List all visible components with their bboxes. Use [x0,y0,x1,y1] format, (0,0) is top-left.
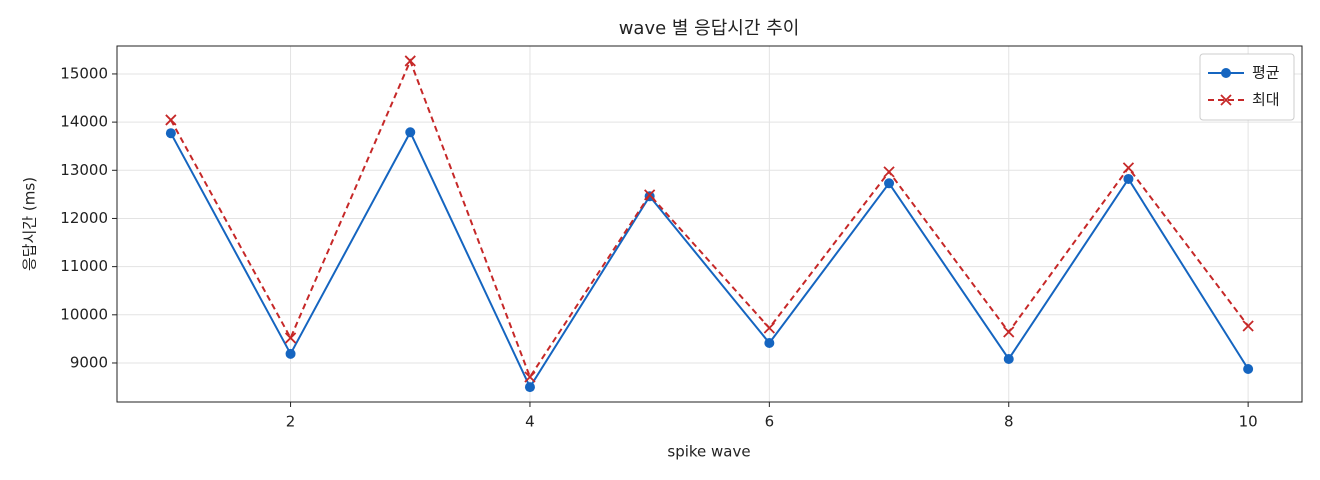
point [883,166,895,178]
point [284,332,297,344]
legend-label: 최대 [1252,91,1280,109]
point [524,371,536,383]
point [165,114,177,126]
y-axis-label: 응답시간 (ms) [21,177,39,271]
point [1003,326,1015,338]
line [169,130,1249,390]
legend-marker [1220,94,1232,106]
y-tick-label: 14000 [60,113,108,131]
y-tick-label: 15000 [60,64,108,82]
point [165,128,176,139]
x-tick-label: 8 [1004,413,1014,431]
chart-title: wave 별 응답시간 추이 [619,18,800,39]
legend-box [1199,53,1295,121]
point [1003,353,1014,364]
y-tick-label: 10000 [60,305,108,323]
x-axis-label: spike wave [667,443,750,461]
point [644,189,656,201]
y-tick-label: 11000 [60,257,108,275]
x-tick-label: 6 [765,413,775,431]
x-tick-label: 10 [1239,413,1258,431]
legend-marker [1221,68,1231,78]
point [884,178,895,189]
point [404,55,416,67]
y-tick-label: 9000 [70,353,108,371]
point [285,348,296,359]
point [763,322,775,334]
x-tick-label: 4 [525,413,535,431]
line [169,58,1249,380]
y-tick-label: 13000 [60,161,108,179]
point [1242,320,1254,332]
point [405,127,416,138]
y-tick-label: 12000 [60,209,108,227]
x-tick-label: 2 [286,413,296,431]
point [1122,162,1135,174]
point [1243,364,1254,375]
legend-label: 평균 [1252,64,1280,82]
point [1123,173,1134,184]
point [524,382,535,393]
point [764,337,775,348]
plot-frame [116,45,1303,403]
